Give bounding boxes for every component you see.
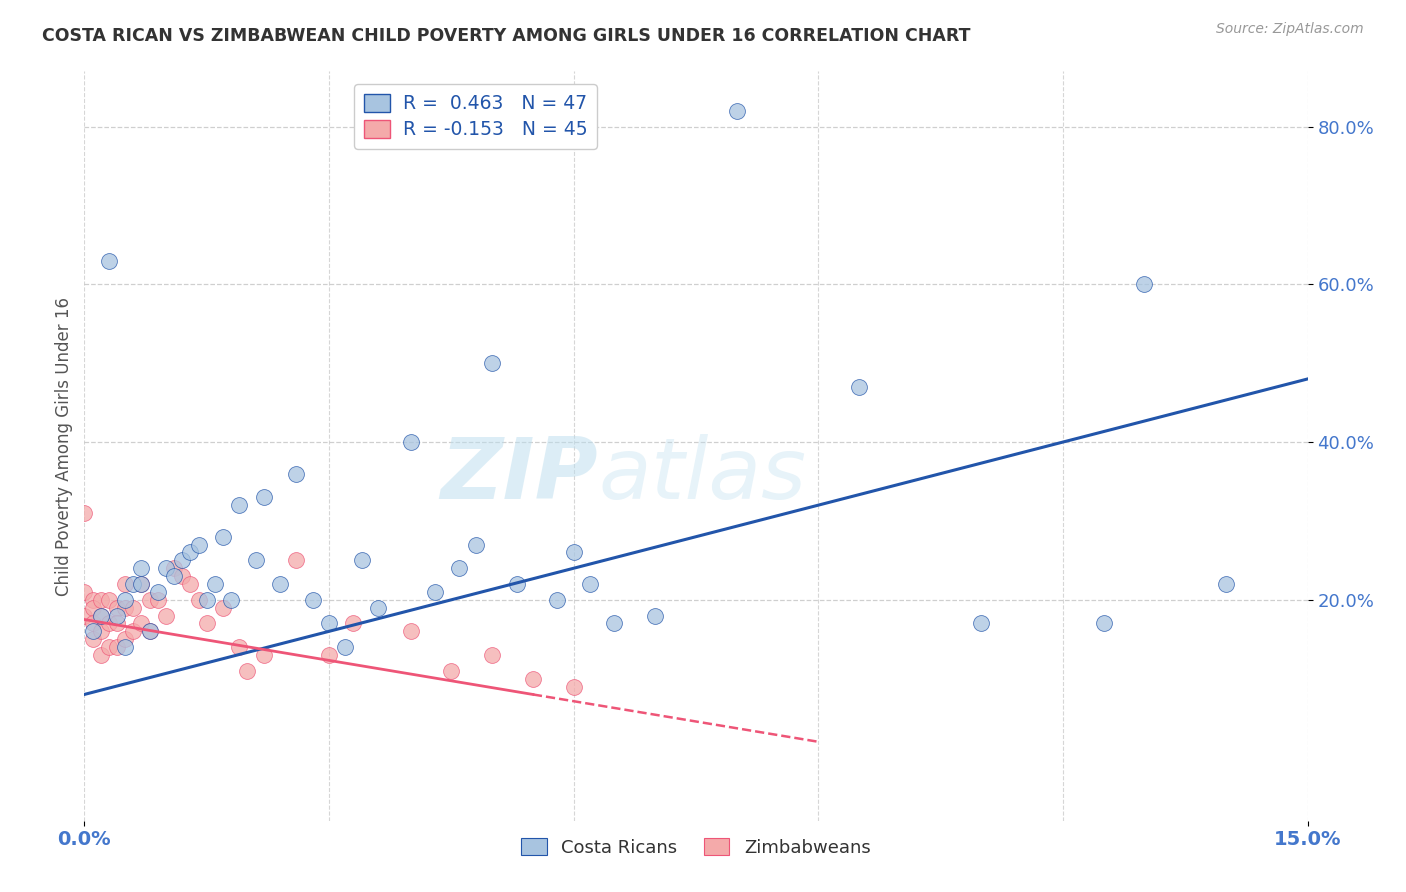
- Point: [82, 600, 104, 615]
- Point: [285, 467, 308, 481]
- Point: [195, 616, 218, 631]
- Text: COSTA RICAN VS ZIMBABWEAN CHILD POVERTY AMONG GIRLS UNDER 16 CORRELATION CHART: COSTA RICAN VS ZIMBABWEAN CHILD POVERTY …: [42, 27, 970, 45]
- Point: [725, 103, 748, 118]
- Point: [253, 490, 276, 504]
- Point: [579, 577, 602, 591]
- Point: [131, 561, 153, 575]
- Point: [285, 553, 308, 567]
- Point: [481, 356, 503, 370]
- Point: [449, 561, 471, 575]
- Point: [90, 608, 112, 623]
- Point: [269, 577, 291, 591]
- Point: [131, 577, 153, 591]
- Point: [481, 648, 503, 662]
- Point: [73, 585, 96, 599]
- Point: [138, 624, 160, 639]
- Point: [163, 569, 186, 583]
- Point: [187, 592, 209, 607]
- Point: [440, 664, 463, 678]
- Point: [546, 592, 568, 607]
- Point: [236, 664, 259, 678]
- Point: [114, 600, 136, 615]
- Point: [146, 592, 169, 607]
- Point: [172, 569, 194, 583]
- Point: [212, 530, 235, 544]
- Point: [90, 624, 112, 639]
- Point: [562, 545, 585, 559]
- Point: [562, 680, 585, 694]
- Point: [155, 608, 177, 623]
- Point: [464, 538, 486, 552]
- Point: [245, 553, 267, 567]
- Text: atlas: atlas: [598, 434, 806, 517]
- Point: [82, 632, 104, 647]
- Point: [318, 648, 340, 662]
- Text: Source: ZipAtlas.com: Source: ZipAtlas.com: [1216, 22, 1364, 37]
- Point: [105, 600, 128, 615]
- Point: [1215, 577, 1237, 591]
- Point: [970, 616, 993, 631]
- Point: [105, 608, 128, 623]
- Point: [350, 553, 373, 567]
- Point: [163, 561, 186, 575]
- Point: [399, 624, 422, 639]
- Point: [105, 616, 128, 631]
- Point: [253, 648, 276, 662]
- Point: [603, 616, 626, 631]
- Point: [82, 616, 104, 631]
- Point: [204, 577, 226, 591]
- Point: [138, 592, 160, 607]
- Point: [114, 577, 136, 591]
- Point: [114, 640, 136, 654]
- Point: [97, 253, 120, 268]
- Point: [187, 538, 209, 552]
- Point: [146, 585, 169, 599]
- Point: [155, 561, 177, 575]
- Point: [1133, 277, 1156, 292]
- Point: [90, 648, 112, 662]
- Point: [73, 608, 96, 623]
- Point: [138, 624, 160, 639]
- Point: [73, 506, 96, 520]
- Point: [131, 577, 153, 591]
- Point: [131, 616, 153, 631]
- Point: [179, 577, 201, 591]
- Point: [114, 592, 136, 607]
- Point: [195, 592, 218, 607]
- Point: [301, 592, 323, 607]
- Point: [505, 577, 527, 591]
- Point: [212, 600, 235, 615]
- Point: [82, 624, 104, 639]
- Point: [97, 616, 120, 631]
- Point: [522, 672, 544, 686]
- Point: [122, 577, 145, 591]
- Point: [399, 435, 422, 450]
- Point: [122, 600, 145, 615]
- Point: [228, 640, 250, 654]
- Point: [97, 640, 120, 654]
- Text: ZIP: ZIP: [440, 434, 598, 517]
- Point: [219, 592, 242, 607]
- Point: [105, 640, 128, 654]
- Point: [342, 616, 364, 631]
- Point: [335, 640, 357, 654]
- Point: [1092, 616, 1115, 631]
- Point: [97, 592, 120, 607]
- Point: [90, 592, 112, 607]
- Y-axis label: Child Poverty Among Girls Under 16: Child Poverty Among Girls Under 16: [55, 296, 73, 596]
- Point: [82, 592, 104, 607]
- Point: [172, 553, 194, 567]
- Legend: Costa Ricans, Zimbabweans: Costa Ricans, Zimbabweans: [515, 830, 877, 864]
- Point: [122, 624, 145, 639]
- Point: [644, 608, 666, 623]
- Point: [848, 380, 870, 394]
- Point: [423, 585, 446, 599]
- Point: [367, 600, 389, 615]
- Point: [318, 616, 340, 631]
- Point: [228, 498, 250, 512]
- Point: [90, 608, 112, 623]
- Point: [114, 632, 136, 647]
- Point: [179, 545, 201, 559]
